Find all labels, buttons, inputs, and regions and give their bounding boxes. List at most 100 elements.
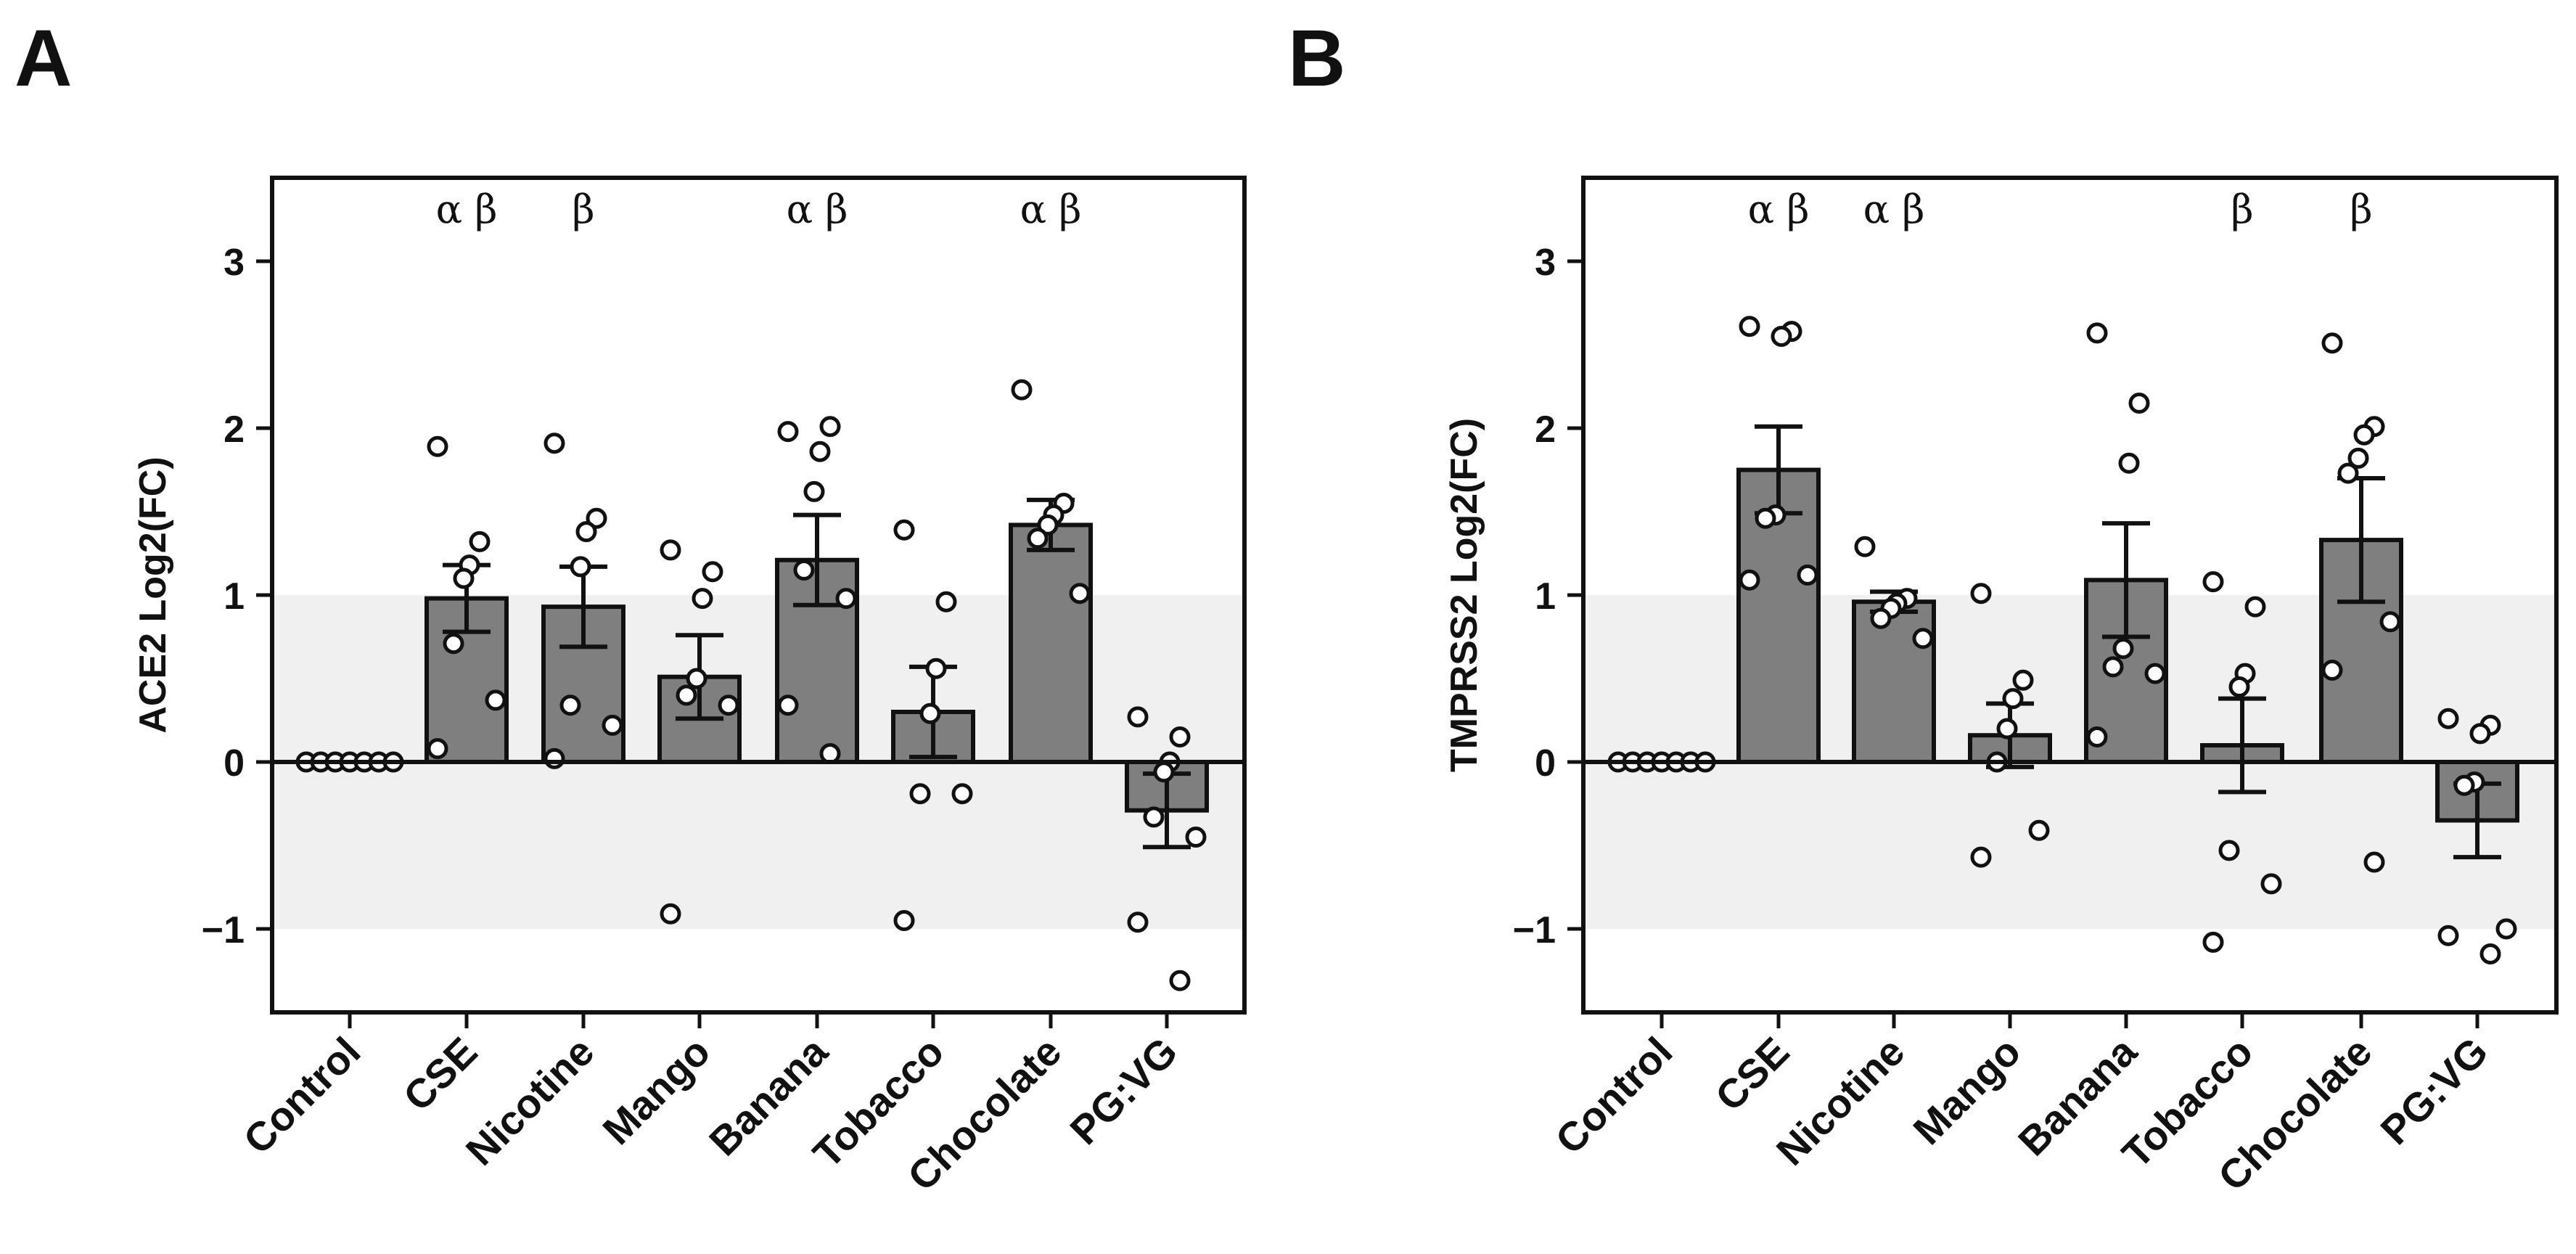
data-point (702, 561, 723, 583)
data-point (909, 783, 931, 805)
data-point (469, 530, 491, 552)
data-point (2012, 669, 2034, 691)
data-point (1970, 846, 1992, 868)
data-point (819, 743, 841, 764)
y-tick-label: 3 (1535, 242, 1556, 284)
data-point (1069, 583, 1091, 605)
plot-frame (270, 176, 1247, 1015)
y-tick-label: 1 (1535, 575, 1556, 618)
x-tick-label: CSE (1707, 1028, 1798, 1120)
significance-label: α β (1020, 187, 1082, 232)
data-point (686, 668, 707, 689)
data-point (586, 507, 607, 529)
x-tick-label: Mango (594, 1028, 718, 1153)
significance-label: β (2350, 187, 2372, 232)
data-point (1739, 569, 1760, 591)
data-point (893, 910, 915, 931)
data-point (1169, 970, 1191, 991)
data-point (570, 556, 591, 578)
y-tick-label: 0 (223, 742, 245, 784)
panel-letter: B (1288, 14, 1345, 103)
data-point (819, 416, 841, 438)
data-point (1797, 564, 1818, 586)
data-point (2321, 332, 2343, 354)
data-point (1996, 718, 2018, 739)
data-point (1127, 706, 1149, 728)
data-point (485, 689, 506, 711)
data-point (1739, 316, 1760, 337)
data-point (718, 694, 739, 716)
significance-label: β (572, 187, 594, 232)
data-point (1854, 536, 1876, 557)
data-point (2469, 723, 2491, 745)
x-tick-label: Nicotine (1768, 1028, 1913, 1174)
data-point (575, 521, 597, 543)
data-point (2128, 393, 2150, 414)
y-axis-label: ACE2 Log2(FC) (132, 456, 174, 733)
data-point (2218, 840, 2240, 861)
data-point (2118, 452, 2140, 474)
data-point (2347, 447, 2369, 469)
data-point (453, 567, 475, 589)
data-point (2353, 424, 2375, 446)
plot-frame (1581, 176, 2559, 1015)
data-point (2112, 638, 2134, 660)
data-point (1011, 379, 1033, 401)
data-point (935, 591, 957, 612)
data-point (951, 783, 973, 805)
data-point (543, 747, 565, 769)
data-point (925, 657, 947, 679)
data-point (660, 903, 681, 925)
x-tick-label: PG:VG (1061, 1028, 1186, 1153)
data-point (559, 694, 581, 716)
data-point (2479, 943, 2501, 964)
data-point (1870, 607, 1892, 629)
x-tick-label: PG:VG (2371, 1028, 2496, 1153)
data-point (2028, 819, 2050, 841)
data-point (2228, 676, 2250, 697)
data-point (2202, 931, 2224, 953)
x-tick-label: Control (1546, 1028, 1681, 1163)
y-tick-label: 2 (1535, 409, 1556, 451)
data-point (919, 702, 941, 724)
data-point (2102, 656, 2124, 678)
x-tick-label: Mango (1904, 1028, 2029, 1153)
data-point (1143, 806, 1165, 828)
data-point (777, 694, 799, 716)
y-tick-label: 2 (223, 409, 245, 451)
data-point (1970, 583, 1992, 605)
data-point (2453, 774, 2475, 796)
significance-label: α β (787, 187, 848, 232)
data-point (1185, 827, 1207, 848)
data-point (793, 560, 815, 581)
data-point (443, 633, 464, 655)
data-point (2437, 708, 2459, 729)
data-point (2260, 873, 2282, 895)
y-tick-label: 3 (223, 242, 245, 284)
data-point (2495, 918, 2517, 940)
data-point (2202, 571, 2224, 593)
data-point (2363, 851, 2385, 873)
y-tick-label: −1 (1513, 909, 1556, 951)
data-point (2321, 660, 2343, 681)
data-point (602, 714, 623, 736)
data-point (893, 519, 915, 541)
data-point (803, 480, 825, 502)
data-point (1127, 911, 1149, 933)
data-point (835, 588, 857, 610)
data-point (2379, 611, 2401, 633)
data-point (1912, 628, 1934, 649)
data-point (427, 738, 448, 760)
bar (1009, 522, 1093, 765)
data-point (2002, 688, 2024, 710)
data-point (2337, 462, 2359, 484)
y-tick-label: 1 (223, 575, 245, 618)
significance-label: α β (1748, 187, 1810, 232)
data-point (660, 539, 681, 561)
data-point (2437, 925, 2459, 946)
data-point (2144, 663, 2166, 684)
x-tick-label: Nicotine (457, 1028, 603, 1174)
data-point (1153, 761, 1175, 783)
y-axis-label: TMPRSS2 Log2(FC) (1443, 418, 1485, 772)
